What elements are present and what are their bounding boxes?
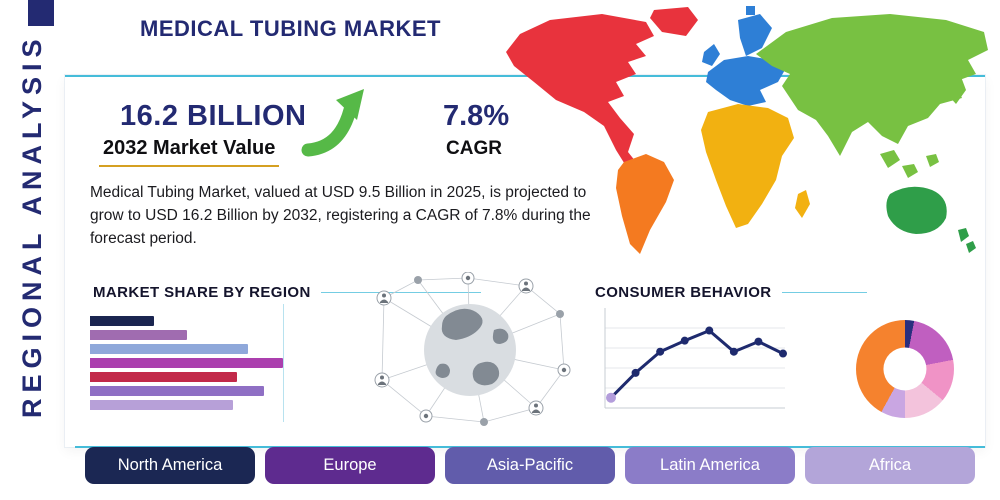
continent-north-america	[506, 14, 654, 166]
donut-hole	[883, 347, 927, 391]
globe-network-graphic	[374, 272, 571, 426]
page-title: MEDICAL TUBING MARKET	[140, 16, 441, 41]
world-map	[506, 6, 988, 254]
cagr-label: CAGR	[446, 138, 502, 159]
corner-accent-square	[28, 0, 54, 26]
market-value-label: 2032 Market Value	[99, 137, 280, 167]
region-bar-2	[90, 330, 187, 340]
region-bar-6	[90, 386, 264, 396]
market-share-title: MARKET SHARE BY REGION	[93, 284, 311, 301]
cagr-value: 7.8%	[443, 100, 510, 132]
market-share-heading: MARKET SHARE BY REGION	[93, 284, 481, 301]
continent-australia	[966, 241, 976, 253]
growth-arrow-icon	[301, 89, 364, 157]
market-description: Medical Tubing Market, valued at USD 9.5…	[90, 184, 591, 247]
bar-chart-gridline	[282, 304, 284, 422]
continent-asia	[756, 14, 988, 156]
donut-chart	[856, 320, 954, 418]
continent-africa	[701, 104, 794, 228]
region-bar-4	[90, 358, 283, 368]
continent-south-america	[616, 154, 674, 254]
heading-rule	[781, 292, 867, 293]
data-point-1	[606, 392, 616, 403]
data-point-8	[779, 349, 787, 358]
region-bar-3	[90, 344, 249, 354]
globe-continents	[435, 308, 509, 386]
continent-australia	[958, 228, 969, 242]
heading-rule	[320, 292, 481, 293]
trend-line	[609, 329, 784, 399]
continent-asia	[926, 154, 939, 167]
region-button-europe[interactable]: Europe	[265, 447, 435, 484]
region-button-north-america[interactable]: North America	[85, 447, 255, 484]
continent-australia	[886, 186, 947, 234]
continent-europe	[746, 6, 755, 15]
continent-asia	[880, 150, 900, 168]
data-point-7	[754, 337, 763, 346]
region-bar-1	[90, 316, 154, 326]
continent-africa	[795, 190, 810, 218]
data-point-5	[705, 326, 714, 335]
continent-europe	[706, 56, 786, 106]
vertical-section-label: REGIONAL ANALYSIS	[17, 33, 47, 418]
data-point-4	[680, 336, 689, 345]
continent-greenland	[650, 7, 698, 36]
region-buttons: North America Europe Asia-Pacific Latin …	[85, 447, 975, 484]
network-nodes	[374, 272, 571, 426]
region-bar-5	[90, 372, 237, 382]
region-button-africa[interactable]: Africa	[805, 447, 975, 484]
market-share-bar-chart	[90, 304, 284, 422]
consumer-behavior-heading: CONSUMER BEHAVIOR	[595, 284, 867, 301]
region-button-asia-pacific[interactable]: Asia-Pacific	[445, 447, 615, 484]
market-value-2032: 16.2 BILLION	[120, 100, 307, 132]
continent-europe	[738, 14, 772, 56]
data-point-3	[656, 347, 665, 356]
continent-europe	[702, 44, 720, 66]
data-point-2	[631, 368, 640, 377]
continent-asia	[947, 74, 966, 104]
bars-container	[90, 316, 283, 410]
continent-asia	[902, 164, 918, 178]
data-point-6	[729, 347, 738, 356]
region-button-latin-america[interactable]: Latin America	[625, 447, 795, 484]
chart-gridlines	[605, 327, 785, 389]
consumer-line-plot	[604, 308, 787, 409]
consumer-behavior-title: CONSUMER BEHAVIOR	[595, 284, 772, 301]
region-bar-7	[90, 400, 233, 410]
